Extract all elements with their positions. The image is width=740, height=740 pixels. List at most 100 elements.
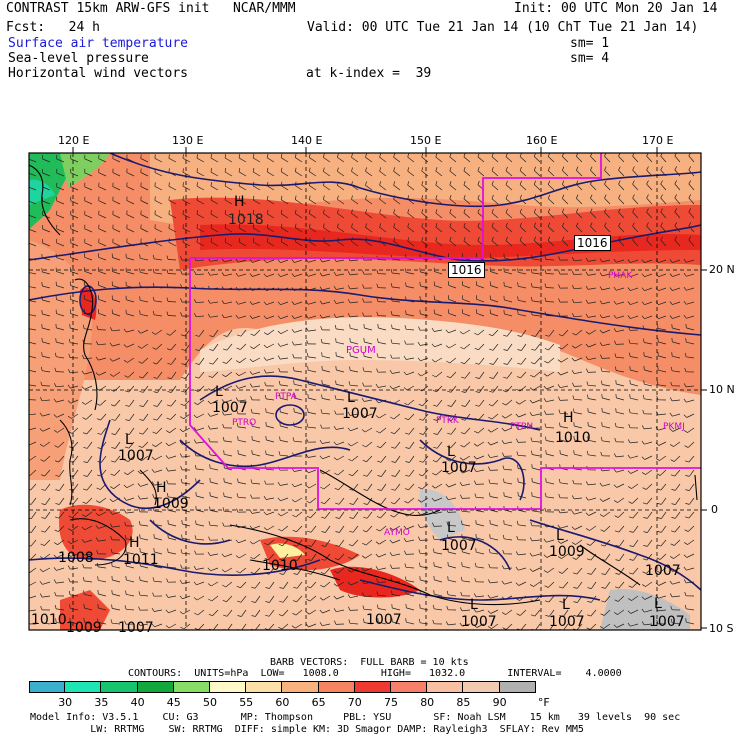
wind-barb <box>70 172 79 177</box>
wind-barb <box>633 539 639 547</box>
wind-barb <box>644 355 653 359</box>
pressure-label: 1009 <box>549 544 585 560</box>
wind-barb <box>86 441 93 449</box>
wind-barb <box>42 313 51 317</box>
wind-barb-flag <box>393 167 396 172</box>
wind-barb <box>323 185 331 191</box>
wind-barb <box>380 455 387 463</box>
wind-barb <box>436 441 443 449</box>
wind-barb-flag <box>319 314 323 319</box>
wind-barb-flag <box>390 354 393 359</box>
wind-barb <box>574 497 583 500</box>
wind-barb <box>420 622 429 625</box>
wind-barb-flag <box>683 554 688 558</box>
wind-barb <box>435 483 443 489</box>
wind-barb-flag <box>615 408 617 413</box>
wind-barb-flag <box>519 194 522 199</box>
wind-barb <box>140 497 149 500</box>
wind-barb <box>224 259 233 263</box>
wind-barb <box>686 259 695 263</box>
wind-barb <box>87 469 93 477</box>
wind-barb <box>547 357 555 364</box>
wind-barb-flag <box>53 398 57 403</box>
wind-barb-flag <box>613 314 617 319</box>
wind-barb-flag <box>151 469 155 473</box>
wind-barb-flag <box>600 436 603 441</box>
wind-barb <box>224 399 233 403</box>
wind-barb <box>422 413 429 421</box>
wind-barb-flag <box>613 624 618 628</box>
wind-barb <box>407 399 415 406</box>
wind-barb <box>84 172 93 177</box>
colorbar-tick-label: 85 <box>456 696 471 709</box>
colorbar-swatch <box>318 681 355 693</box>
colorbar-tick-label: 45 <box>166 696 181 709</box>
wind-barb-flag <box>81 355 85 359</box>
wind-barb <box>436 385 443 393</box>
wind-barb-flag <box>405 432 410 435</box>
wind-barb-flag <box>571 357 575 362</box>
low-center: L <box>470 597 478 613</box>
wind-barb-flag <box>333 271 337 276</box>
wind-barb-flag <box>669 315 673 319</box>
wind-barb <box>381 483 387 491</box>
wind-barb-flag <box>531 450 533 455</box>
wind-barb <box>644 259 653 264</box>
wind-barb <box>126 214 135 219</box>
wind-barb-flag <box>477 194 480 199</box>
wind-barb <box>393 226 401 233</box>
wind-barb <box>253 171 261 177</box>
wind-barb <box>73 469 79 477</box>
wind-barb-flag <box>403 387 408 391</box>
wind-barb-flag <box>684 445 689 448</box>
wind-barb <box>112 552 121 555</box>
wind-barb <box>45 511 51 519</box>
wind-barb-flag <box>263 259 267 263</box>
wind-barb-flag <box>641 273 645 277</box>
wind-barb <box>224 185 233 191</box>
wind-barb-flag <box>321 558 326 561</box>
wind-barb <box>209 524 219 527</box>
wind-barb-flag <box>306 586 311 589</box>
wind-barb <box>266 357 275 361</box>
wind-barb <box>126 511 135 514</box>
wind-barb <box>644 273 653 278</box>
wind-barb <box>240 343 247 350</box>
wind-barb-flag <box>210 182 212 187</box>
wind-barb-flag <box>463 166 466 171</box>
wind-barb <box>379 184 387 191</box>
colorbar-swatch <box>101 681 138 693</box>
wind-barb <box>142 385 149 393</box>
wind-barb-flag <box>221 399 225 403</box>
wind-barb <box>224 241 233 247</box>
wind-barb-flag <box>333 441 337 446</box>
wind-barb <box>29 214 37 219</box>
colorbar-swatch <box>427 681 464 693</box>
wind-barb-flag <box>669 259 673 263</box>
wind-barb-flag <box>375 383 379 388</box>
wind-barb <box>434 285 443 289</box>
wind-barb-flag <box>168 168 170 173</box>
wind-barb-flag <box>349 366 351 371</box>
wind-barb-flag <box>474 577 477 582</box>
wind-barb <box>463 343 471 350</box>
wind-barb-flag <box>193 597 198 601</box>
wind-barb-flag <box>674 153 677 157</box>
wind-barb <box>490 609 499 614</box>
wind-barb <box>507 357 513 365</box>
wind-barb-flag <box>601 380 603 385</box>
wind-barb <box>281 199 289 205</box>
wind-barb-flag <box>96 549 99 555</box>
wind-barb-flag <box>67 565 71 570</box>
wind-barb-flag <box>250 333 255 336</box>
wind-barb-flag <box>389 369 393 374</box>
wind-barb-flag <box>249 383 253 388</box>
wind-barb-flag <box>656 380 659 385</box>
wind-barb <box>42 271 51 275</box>
wind-barb <box>644 301 653 306</box>
wind-barb-flag <box>459 469 463 474</box>
wind-barb-flag <box>571 495 575 500</box>
wind-barb <box>633 525 639 533</box>
wind-barb <box>111 622 121 625</box>
wind-barb <box>686 553 695 558</box>
